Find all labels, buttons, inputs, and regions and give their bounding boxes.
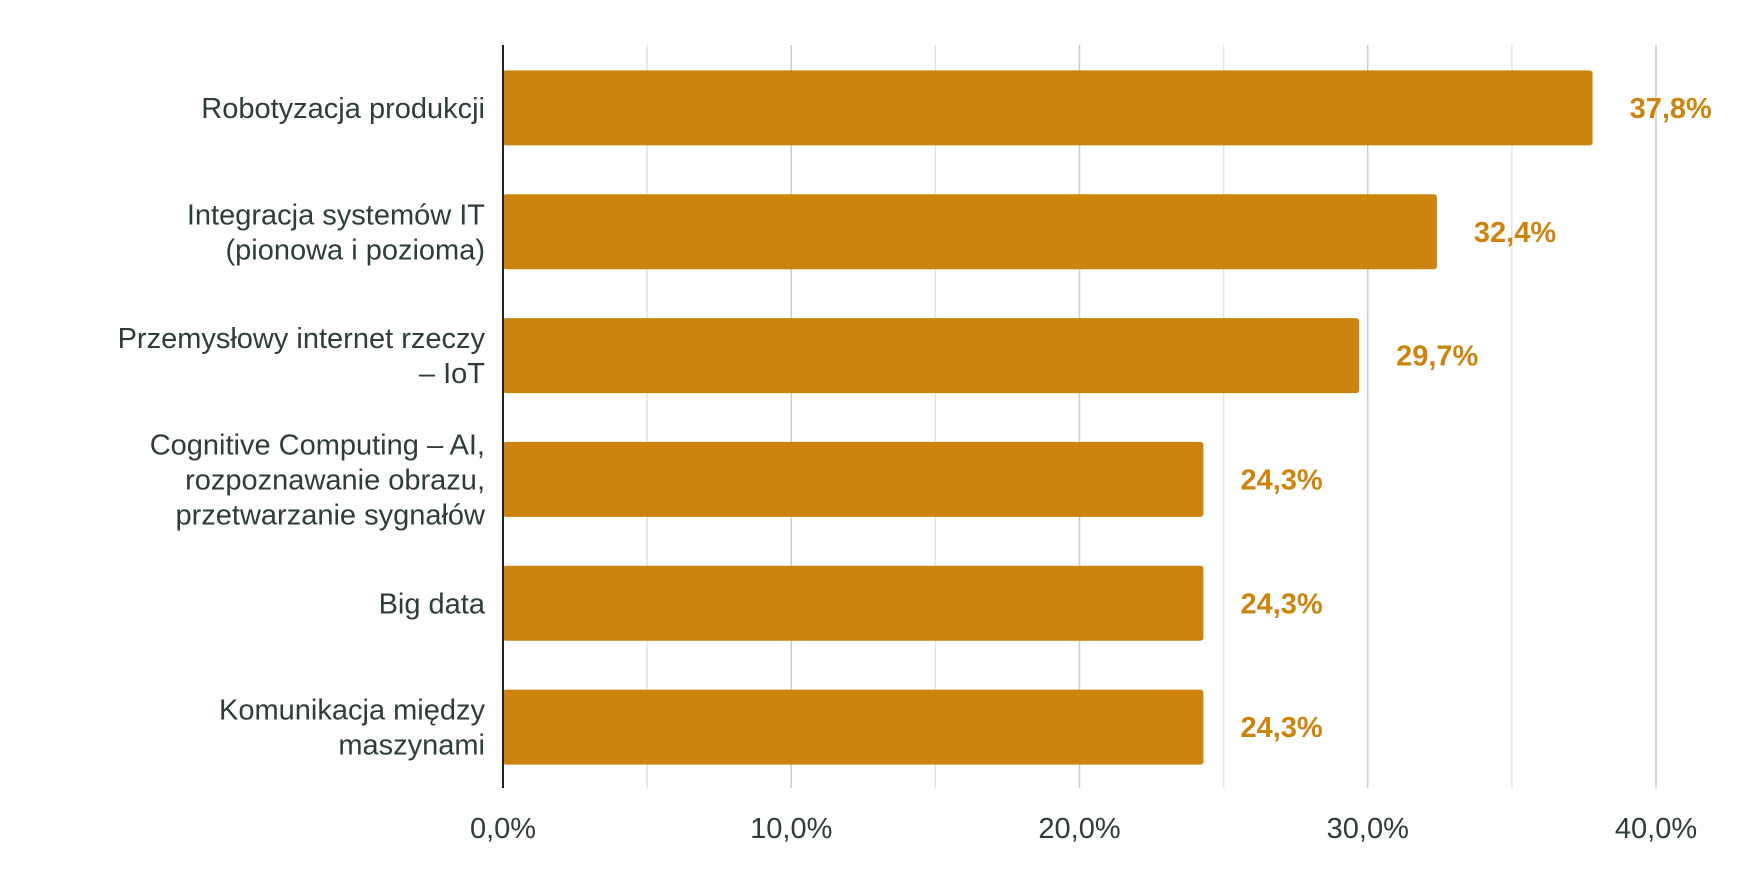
value-label: 29,7%	[1396, 341, 1478, 373]
category-label: – IoT	[419, 358, 485, 390]
x-tick-label: 10,0%	[750, 813, 832, 845]
category-label: Komunikacja między	[219, 695, 485, 727]
bar	[503, 318, 1360, 394]
category-label: Przemysłowy internet rzeczy	[118, 323, 486, 355]
category-label: Big data	[379, 588, 486, 620]
category-label: Robotyzacja produkcji	[201, 93, 485, 125]
x-tick-label: 40,0%	[1615, 813, 1697, 845]
x-tick-label: 20,0%	[1038, 813, 1120, 845]
category-label: (pionowa i pozioma)	[225, 234, 485, 266]
bar	[503, 689, 1204, 765]
bar	[503, 70, 1593, 146]
category-label: Integracja systemów IT	[187, 199, 485, 231]
category-label: rozpoznawanie obrazu,	[185, 464, 485, 496]
bar	[503, 194, 1437, 270]
x-tick-label: 0,0%	[470, 813, 536, 845]
x-tick-label: 30,0%	[1327, 813, 1409, 845]
category-label: Cognitive Computing – AI,	[150, 429, 485, 461]
value-label: 37,8%	[1630, 93, 1712, 125]
bar	[503, 441, 1204, 517]
category-label: przetwarzanie sygnałów	[176, 499, 487, 531]
value-label: 24,3%	[1240, 712, 1322, 744]
value-label: 24,3%	[1240, 588, 1322, 620]
bar	[503, 565, 1204, 641]
value-label: 32,4%	[1474, 217, 1556, 249]
category-label: maszynami	[338, 730, 485, 762]
value-label: 24,3%	[1240, 464, 1322, 496]
